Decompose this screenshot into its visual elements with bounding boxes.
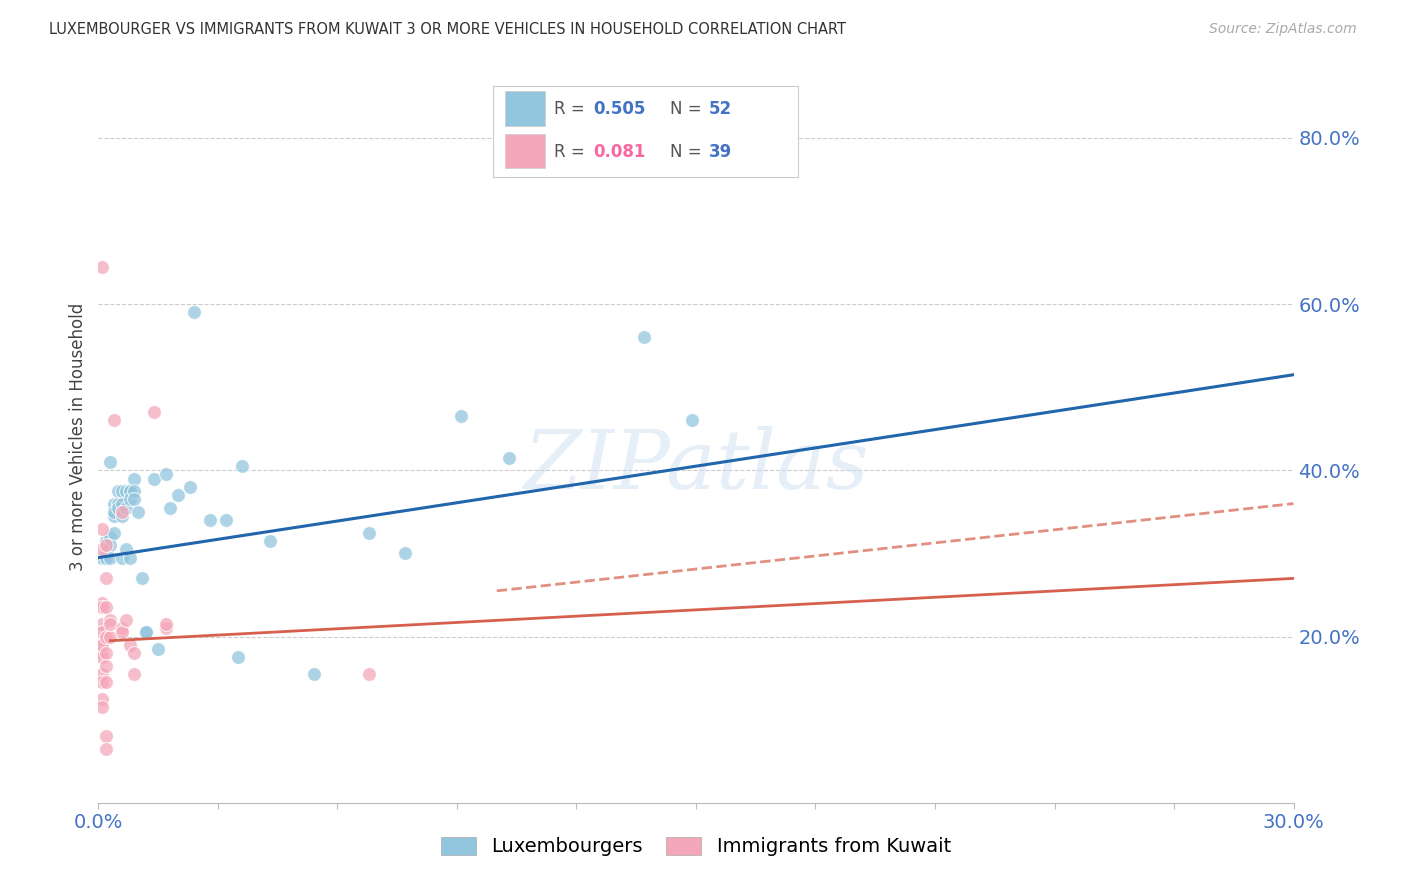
Point bbox=[215, 513, 238, 527]
Point bbox=[96, 600, 118, 615]
Point bbox=[91, 675, 114, 690]
Point bbox=[91, 596, 114, 610]
Point bbox=[96, 729, 118, 743]
Point bbox=[91, 625, 114, 640]
Point bbox=[103, 505, 125, 519]
Point bbox=[124, 492, 146, 507]
Point bbox=[302, 667, 325, 681]
Point bbox=[103, 509, 125, 524]
Point bbox=[159, 500, 181, 515]
Point bbox=[111, 625, 134, 640]
Text: ZIPatlas: ZIPatlas bbox=[523, 426, 869, 507]
Point bbox=[111, 484, 134, 499]
Point bbox=[103, 525, 125, 540]
Point bbox=[96, 550, 118, 565]
Point bbox=[359, 525, 381, 540]
Point bbox=[120, 484, 142, 499]
Point bbox=[98, 538, 122, 552]
Point bbox=[98, 630, 122, 644]
Point bbox=[111, 497, 134, 511]
Point bbox=[259, 533, 281, 548]
Point bbox=[96, 538, 118, 552]
Point bbox=[91, 542, 114, 557]
Point bbox=[98, 530, 122, 544]
Y-axis label: 3 or more Vehicles in Household: 3 or more Vehicles in Household bbox=[69, 303, 87, 571]
Point bbox=[148, 642, 170, 657]
Point bbox=[91, 700, 114, 714]
Point bbox=[96, 675, 118, 690]
Point bbox=[120, 484, 142, 499]
Point bbox=[681, 413, 703, 427]
Point bbox=[131, 571, 153, 585]
Point bbox=[498, 450, 520, 465]
Point bbox=[91, 646, 114, 660]
Point bbox=[115, 484, 138, 499]
Point bbox=[394, 546, 416, 560]
Point bbox=[91, 550, 114, 565]
Point bbox=[155, 621, 177, 635]
Point bbox=[111, 550, 134, 565]
Point bbox=[115, 542, 138, 557]
Point bbox=[183, 305, 205, 319]
Point bbox=[124, 472, 146, 486]
Point bbox=[167, 488, 190, 502]
Point bbox=[98, 455, 122, 469]
Point bbox=[91, 667, 114, 681]
Point bbox=[91, 260, 114, 274]
Point bbox=[135, 625, 157, 640]
Point bbox=[120, 638, 142, 652]
Point bbox=[91, 692, 114, 706]
Point bbox=[135, 625, 157, 640]
Point bbox=[96, 571, 118, 585]
Point bbox=[96, 741, 118, 756]
Point bbox=[107, 500, 129, 515]
Point bbox=[107, 484, 129, 499]
Point bbox=[143, 472, 166, 486]
Point bbox=[120, 492, 142, 507]
Point bbox=[96, 630, 118, 644]
Point bbox=[98, 550, 122, 565]
Point bbox=[124, 646, 146, 660]
Point bbox=[98, 617, 122, 632]
Point bbox=[359, 667, 381, 681]
Point bbox=[120, 550, 142, 565]
Point bbox=[633, 330, 655, 344]
Point bbox=[127, 505, 149, 519]
Point bbox=[111, 621, 134, 635]
Point bbox=[143, 405, 166, 419]
Point bbox=[198, 513, 221, 527]
Point bbox=[98, 613, 122, 627]
Point bbox=[111, 509, 134, 524]
Point bbox=[91, 650, 114, 665]
Point bbox=[115, 613, 138, 627]
Legend: Luxembourgers, Immigrants from Kuwait: Luxembourgers, Immigrants from Kuwait bbox=[432, 828, 960, 866]
Point bbox=[91, 638, 114, 652]
Point bbox=[226, 650, 249, 665]
Point bbox=[103, 497, 125, 511]
Point bbox=[124, 667, 146, 681]
Point bbox=[179, 480, 201, 494]
Point bbox=[91, 638, 114, 652]
Point bbox=[155, 467, 177, 482]
Point bbox=[91, 521, 114, 535]
Point bbox=[103, 413, 125, 427]
Point bbox=[115, 500, 138, 515]
Point bbox=[450, 409, 472, 424]
Point bbox=[107, 497, 129, 511]
Text: Source: ZipAtlas.com: Source: ZipAtlas.com bbox=[1209, 22, 1357, 37]
Point bbox=[155, 617, 177, 632]
Text: LUXEMBOURGER VS IMMIGRANTS FROM KUWAIT 3 OR MORE VEHICLES IN HOUSEHOLD CORRELATI: LUXEMBOURGER VS IMMIGRANTS FROM KUWAIT 3… bbox=[49, 22, 846, 37]
Point bbox=[124, 484, 146, 499]
Point bbox=[111, 505, 134, 519]
Point bbox=[231, 459, 253, 474]
Point bbox=[91, 600, 114, 615]
Point bbox=[96, 646, 118, 660]
Point bbox=[96, 533, 118, 548]
Point bbox=[96, 546, 118, 560]
Point bbox=[91, 617, 114, 632]
Point bbox=[96, 658, 118, 673]
